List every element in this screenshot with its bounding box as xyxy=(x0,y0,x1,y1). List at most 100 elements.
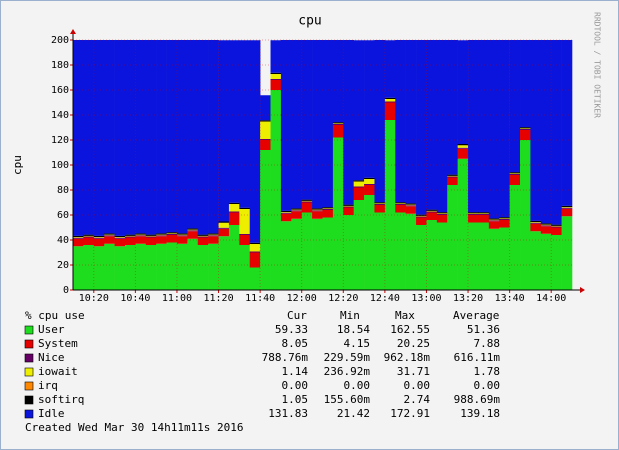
bar-segment xyxy=(239,209,251,234)
bar-segment xyxy=(447,177,458,185)
bar-segment xyxy=(468,222,479,290)
bar-segment xyxy=(197,235,209,237)
bar-segment xyxy=(468,40,479,213)
bar-segment xyxy=(561,207,573,208)
legend-label: iowait xyxy=(38,365,78,378)
bar-segment xyxy=(561,205,573,208)
bar-segment xyxy=(156,234,167,236)
bar-segment xyxy=(468,213,479,214)
bar-segment xyxy=(551,235,562,290)
bar-segment xyxy=(416,40,427,215)
bar-segment xyxy=(156,40,167,234)
bar-segment xyxy=(520,40,531,128)
bar-segment xyxy=(280,212,292,214)
x-tick-label: 11:00 xyxy=(162,293,192,304)
y-axis-label: cpu xyxy=(11,155,24,175)
bar-segment xyxy=(270,80,282,90)
bar-segment xyxy=(83,235,95,237)
legend-stat: 18.54 xyxy=(337,323,370,336)
bar-segment xyxy=(436,213,448,214)
bar-segment xyxy=(551,40,562,225)
bar-segment xyxy=(135,243,147,290)
bar-segment xyxy=(468,214,479,215)
bar-segment xyxy=(270,90,282,290)
bar-segment xyxy=(374,212,386,290)
bar-segment xyxy=(93,235,105,238)
bar-segment xyxy=(301,200,313,202)
y-tick-label: 160 xyxy=(51,85,69,96)
bar-segment xyxy=(488,221,500,229)
bar-segment xyxy=(124,234,136,236)
bar-segment xyxy=(104,233,115,235)
bar-segment xyxy=(405,203,417,205)
bar-segment xyxy=(260,95,271,121)
legend-stat: 0.00 xyxy=(474,379,501,392)
bar-segment xyxy=(301,212,313,290)
bar-segment xyxy=(176,235,188,237)
bar-segment xyxy=(83,237,95,245)
legend-stat: 155.60m xyxy=(324,393,371,406)
y-tick-label: 200 xyxy=(51,35,69,46)
bar-segment xyxy=(249,251,261,253)
bar-segment xyxy=(395,40,406,203)
bar-segment xyxy=(540,223,552,225)
axis-arrow xyxy=(580,287,585,293)
legend-stat: 4.15 xyxy=(344,337,371,350)
bar-segment xyxy=(218,40,230,222)
legend-swatch xyxy=(24,325,34,335)
bar-segment xyxy=(478,212,490,214)
bar-segment xyxy=(124,235,136,237)
bar-segment xyxy=(488,220,500,222)
bar-segment xyxy=(239,234,251,235)
bar-segment xyxy=(291,40,303,209)
legend-header: Min xyxy=(340,309,360,322)
bar-segment xyxy=(426,211,438,213)
bar-segment xyxy=(332,122,344,124)
bar-segment xyxy=(405,205,417,207)
footer: Created Wed Mar 30 14h11m11s 2016 xyxy=(25,421,244,434)
bar-segment xyxy=(145,40,157,235)
legend-label: Idle xyxy=(38,407,65,420)
axis-arrow xyxy=(70,29,76,34)
bar-segment xyxy=(426,212,438,220)
legend-stat: 131.83 xyxy=(268,407,308,420)
bar-segment xyxy=(530,222,542,224)
bar-segment xyxy=(260,120,271,122)
bar-segment xyxy=(395,212,406,290)
bar-segment xyxy=(353,200,365,290)
bar-segment xyxy=(83,236,95,238)
bar-segment xyxy=(364,179,375,184)
bar-segment xyxy=(520,140,531,290)
x-tick-label: 13:00 xyxy=(411,293,441,304)
bar-segment xyxy=(218,221,230,223)
bar-segment xyxy=(530,223,542,232)
bar-segment xyxy=(228,40,240,203)
bar-segment xyxy=(384,97,396,99)
bar-segment xyxy=(83,245,95,290)
bar-segment xyxy=(488,218,500,220)
legend-stat: 1.78 xyxy=(474,365,501,378)
x-tick-label: 12:00 xyxy=(287,293,317,304)
bar-segment xyxy=(187,238,199,290)
bar-segment xyxy=(312,210,323,212)
bar-segment xyxy=(176,233,188,235)
legend-stat: 229.59m xyxy=(324,351,371,364)
bar-segment xyxy=(364,184,375,185)
bar-segment xyxy=(426,40,438,210)
legend-stat: 8.05 xyxy=(282,337,309,350)
bar-segment xyxy=(540,226,552,234)
bar-segment xyxy=(478,213,490,214)
bar-segment xyxy=(135,40,147,234)
legend-stat: 1.05 xyxy=(282,393,309,406)
bar-segment xyxy=(176,236,188,244)
legend-label: System xyxy=(38,337,78,350)
bar-segment xyxy=(197,245,209,290)
bar-segment xyxy=(447,174,458,176)
bar-segment xyxy=(301,201,313,203)
bar-segment xyxy=(540,224,552,226)
legend-swatch xyxy=(24,353,34,363)
bar-segment xyxy=(135,235,147,237)
bar-segment xyxy=(312,209,323,211)
bar-segment xyxy=(156,233,167,235)
